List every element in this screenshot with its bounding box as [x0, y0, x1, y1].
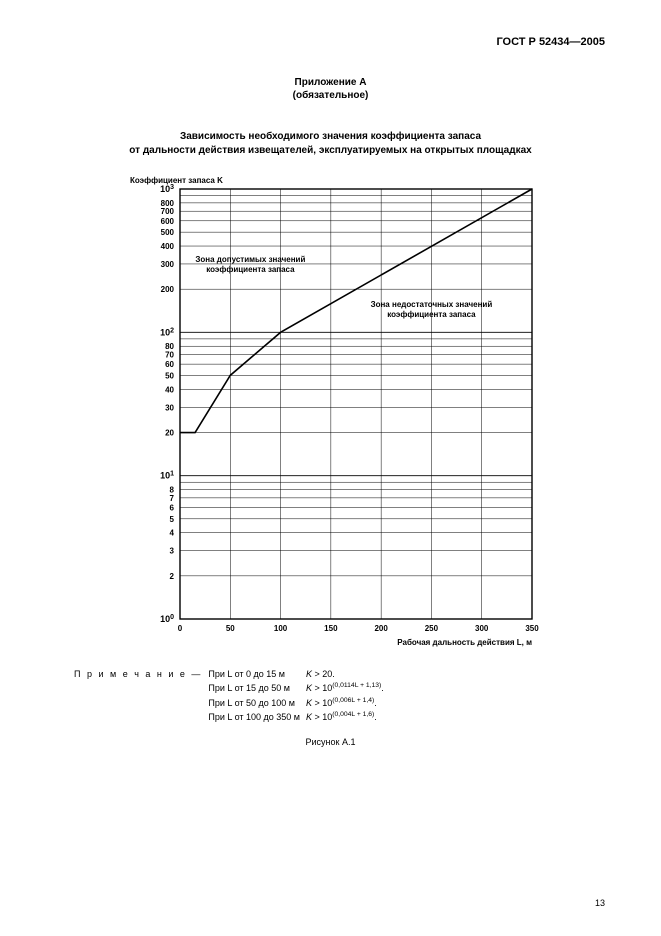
- svg-text:101: 101: [160, 470, 174, 481]
- svg-text:200: 200: [160, 285, 174, 294]
- notes-range-cell: При L от 15 до 50 м: [208, 681, 306, 695]
- svg-text:0: 0: [177, 624, 182, 633]
- appendix-heading: Приложение А (обязательное): [56, 76, 605, 102]
- svg-text:80: 80: [165, 342, 174, 351]
- figure-caption: Рисунок А.1: [56, 737, 605, 747]
- svg-text:400: 400: [160, 242, 174, 251]
- notes-row: При L от 50 до 100 мK > 10(0,006L + 1,4)…: [74, 696, 390, 710]
- title-line-1: Зависимость необходимого значения коэффи…: [56, 130, 605, 144]
- svg-text:коэффициента запаса: коэффициента запаса: [387, 310, 476, 319]
- svg-text:500: 500: [160, 228, 174, 237]
- notes-row: При L от 15 до 50 мK > 10(0,0114L + 1,13…: [74, 681, 390, 695]
- svg-text:Коэффициент запаса K: Коэффициент запаса K: [130, 176, 223, 185]
- page: ГОСТ Р 52434—2005 Приложение А (обязател…: [0, 0, 661, 936]
- svg-text:5: 5: [169, 515, 174, 524]
- svg-text:50: 50: [165, 371, 174, 380]
- svg-text:800: 800: [160, 199, 174, 208]
- notes-table: П р и м е ч а н и е —При L от 0 до 15 мK…: [74, 667, 390, 725]
- svg-text:60: 60: [165, 360, 174, 369]
- notes-row: При L от 100 до 350 мK > 10(0,004L + 1,6…: [74, 710, 390, 724]
- page-number: 13: [595, 898, 605, 908]
- svg-text:200: 200: [374, 624, 388, 633]
- notes-cond-cell: K > 10(0,004L + 1,6).: [306, 710, 390, 724]
- notes-label-cell: П р и м е ч а н и е —: [74, 667, 208, 681]
- svg-text:20: 20: [165, 429, 174, 438]
- figure-title: Зависимость необходимого значения коэффи…: [56, 130, 605, 157]
- svg-text:250: 250: [424, 624, 438, 633]
- svg-text:102: 102: [160, 327, 174, 338]
- notes-label-cell: [74, 681, 208, 695]
- svg-text:Зона недостаточных значений: Зона недостаточных значений: [370, 300, 492, 309]
- svg-text:300: 300: [160, 260, 174, 269]
- svg-text:70: 70: [165, 351, 174, 360]
- notes-row: П р и м е ч а н и е —При L от 0 до 15 мK…: [74, 667, 390, 681]
- svg-text:Зона допустимых значений: Зона допустимых значений: [195, 255, 305, 264]
- svg-text:4: 4: [169, 529, 174, 538]
- svg-text:3: 3: [169, 547, 174, 556]
- svg-text:150: 150: [324, 624, 338, 633]
- svg-text:700: 700: [160, 207, 174, 216]
- svg-text:350: 350: [525, 624, 539, 633]
- svg-text:103: 103: [160, 184, 174, 195]
- appendix-line-1: Приложение А: [56, 76, 605, 89]
- notes-cond-cell: K > 10(0,0114L + 1,13).: [306, 681, 390, 695]
- title-line-2: от дальности действия извещателей, экспл…: [56, 144, 605, 158]
- svg-text:100: 100: [273, 624, 287, 633]
- appendix-line-2: (обязательное): [56, 89, 605, 102]
- notes-range-cell: При L от 100 до 350 м: [208, 710, 306, 724]
- svg-text:коэффициента запаса: коэффициента запаса: [206, 265, 295, 274]
- svg-text:600: 600: [160, 217, 174, 226]
- svg-text:50: 50: [225, 624, 234, 633]
- svg-text:7: 7: [169, 494, 174, 503]
- notes-range-cell: При L от 0 до 15 м: [208, 667, 306, 681]
- notes-block: П р и м е ч а н и е —При L от 0 до 15 мK…: [74, 667, 605, 725]
- chart-container: 050100150200250300350Рабочая дальность д…: [56, 169, 605, 659]
- svg-text:6: 6: [169, 503, 174, 512]
- svg-text:8: 8: [169, 486, 174, 495]
- svg-text:Рабочая дальность действия L,: Рабочая дальность действия L, м: [397, 638, 532, 647]
- svg-text:30: 30: [165, 403, 174, 412]
- notes-label-cell: [74, 710, 208, 724]
- document-code: ГОСТ Р 52434—2005: [56, 36, 605, 48]
- notes-cond-cell: K > 20.: [306, 667, 390, 681]
- notes-cond-cell: K > 10(0,006L + 1,4).: [306, 696, 390, 710]
- notes-label-cell: [74, 696, 208, 710]
- svg-text:40: 40: [165, 385, 174, 394]
- svg-text:100: 100: [160, 614, 174, 625]
- svg-text:300: 300: [475, 624, 489, 633]
- chart: 050100150200250300350Рабочая дальность д…: [116, 169, 546, 659]
- notes-range-cell: При L от 50 до 100 м: [208, 696, 306, 710]
- svg-text:2: 2: [169, 572, 174, 581]
